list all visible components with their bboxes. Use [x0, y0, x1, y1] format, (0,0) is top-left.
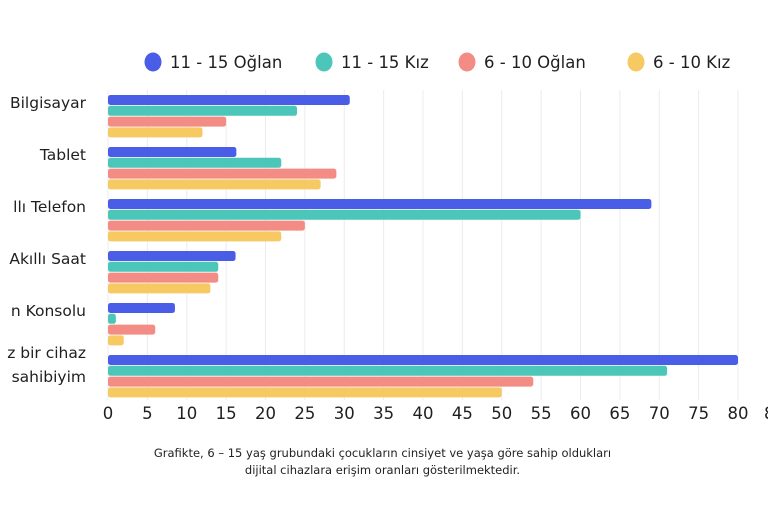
category-label: Akıllı Saat	[9, 250, 86, 268]
legend-label: 6 - 10 Oğlan	[484, 53, 586, 72]
bar	[108, 116, 227, 127]
x-tick-label: 55	[531, 404, 552, 423]
x-tick-label: 5	[142, 404, 153, 423]
bar	[108, 355, 738, 365]
bar	[108, 157, 282, 168]
bar	[108, 105, 297, 116]
x-tick-label: 65	[609, 404, 630, 423]
category-label: llı Telefon	[13, 198, 86, 216]
legend-marker	[144, 52, 162, 72]
x-tick-label: 30	[334, 404, 355, 423]
legend-label: 11 - 15 Oğlan	[170, 53, 282, 72]
bar	[108, 147, 237, 157]
x-tick-label: 50	[491, 404, 512, 423]
bar	[108, 283, 211, 294]
x-tick-label: 40	[413, 404, 434, 423]
x-tick-label: 60	[570, 404, 591, 423]
legend: 11 - 15 Oğlan 11 - 15 Kız 6 - 10 Oğlan 6 - …	[144, 52, 730, 72]
chart-caption: Grafikte, 6 – 15 yaş grubundaki çocuklar…	[0, 445, 768, 479]
category-labels: Bilgisayar Tablet llı Telefon Akıllı Saat n …	[7, 94, 86, 386]
category-label: z bir cihaz	[7, 344, 86, 362]
legend-label: 11 - 15 Kız	[341, 53, 429, 72]
x-tick-label: 75	[688, 404, 709, 423]
gridlines	[107, 90, 739, 400]
x-tick-label: 45	[452, 404, 473, 423]
bar	[108, 324, 156, 335]
bar	[108, 251, 236, 261]
bar	[108, 365, 668, 376]
category-label: sahibiyim	[12, 368, 86, 386]
bar	[108, 387, 502, 398]
bar	[108, 261, 219, 272]
x-tick-label: 70	[649, 404, 670, 423]
x-tick-label: 15	[216, 404, 237, 423]
bar	[108, 272, 219, 283]
legend-label: 6 - 10 Kız	[653, 53, 730, 72]
bar	[108, 127, 203, 138]
bar	[108, 376, 534, 387]
bar	[108, 179, 321, 190]
bar	[108, 303, 175, 313]
x-axis-ticks: 0 5 10 15 20 25 30 35 40 45 50 55 60 65 70 75 80 8	[103, 404, 768, 423]
x-tick-label: 80	[728, 404, 749, 423]
caption-line-1: Grafikte, 6 – 15 yaş grubundaki çocuklar…	[153, 446, 612, 460]
bar	[108, 199, 652, 209]
x-tick-label: 8	[764, 404, 768, 423]
bar	[108, 209, 581, 220]
bar-chart: 11 - 15 Oğlan 11 - 15 Kız 6 - 10 Oğlan 6 - …	[7, 52, 768, 423]
bars	[108, 95, 738, 398]
bar	[108, 220, 305, 231]
bar	[108, 168, 337, 179]
bar	[108, 95, 350, 105]
caption-line-2: dijital cihazlara erişim oranları göster…	[244, 463, 521, 477]
category-label: Bilgisayar	[10, 94, 87, 112]
bar	[108, 335, 124, 346]
legend-marker	[627, 52, 645, 72]
x-tick-label: 20	[255, 404, 276, 423]
x-tick-label: 25	[294, 404, 315, 423]
x-tick-label: 10	[176, 404, 197, 423]
bar	[108, 313, 116, 324]
x-tick-label: 0	[103, 404, 114, 423]
x-tick-label: 35	[373, 404, 394, 423]
legend-marker	[315, 52, 333, 72]
legend-marker	[458, 52, 476, 72]
category-label: Tablet	[39, 146, 86, 164]
category-label: n Konsolu	[11, 302, 86, 320]
bar	[108, 231, 282, 242]
